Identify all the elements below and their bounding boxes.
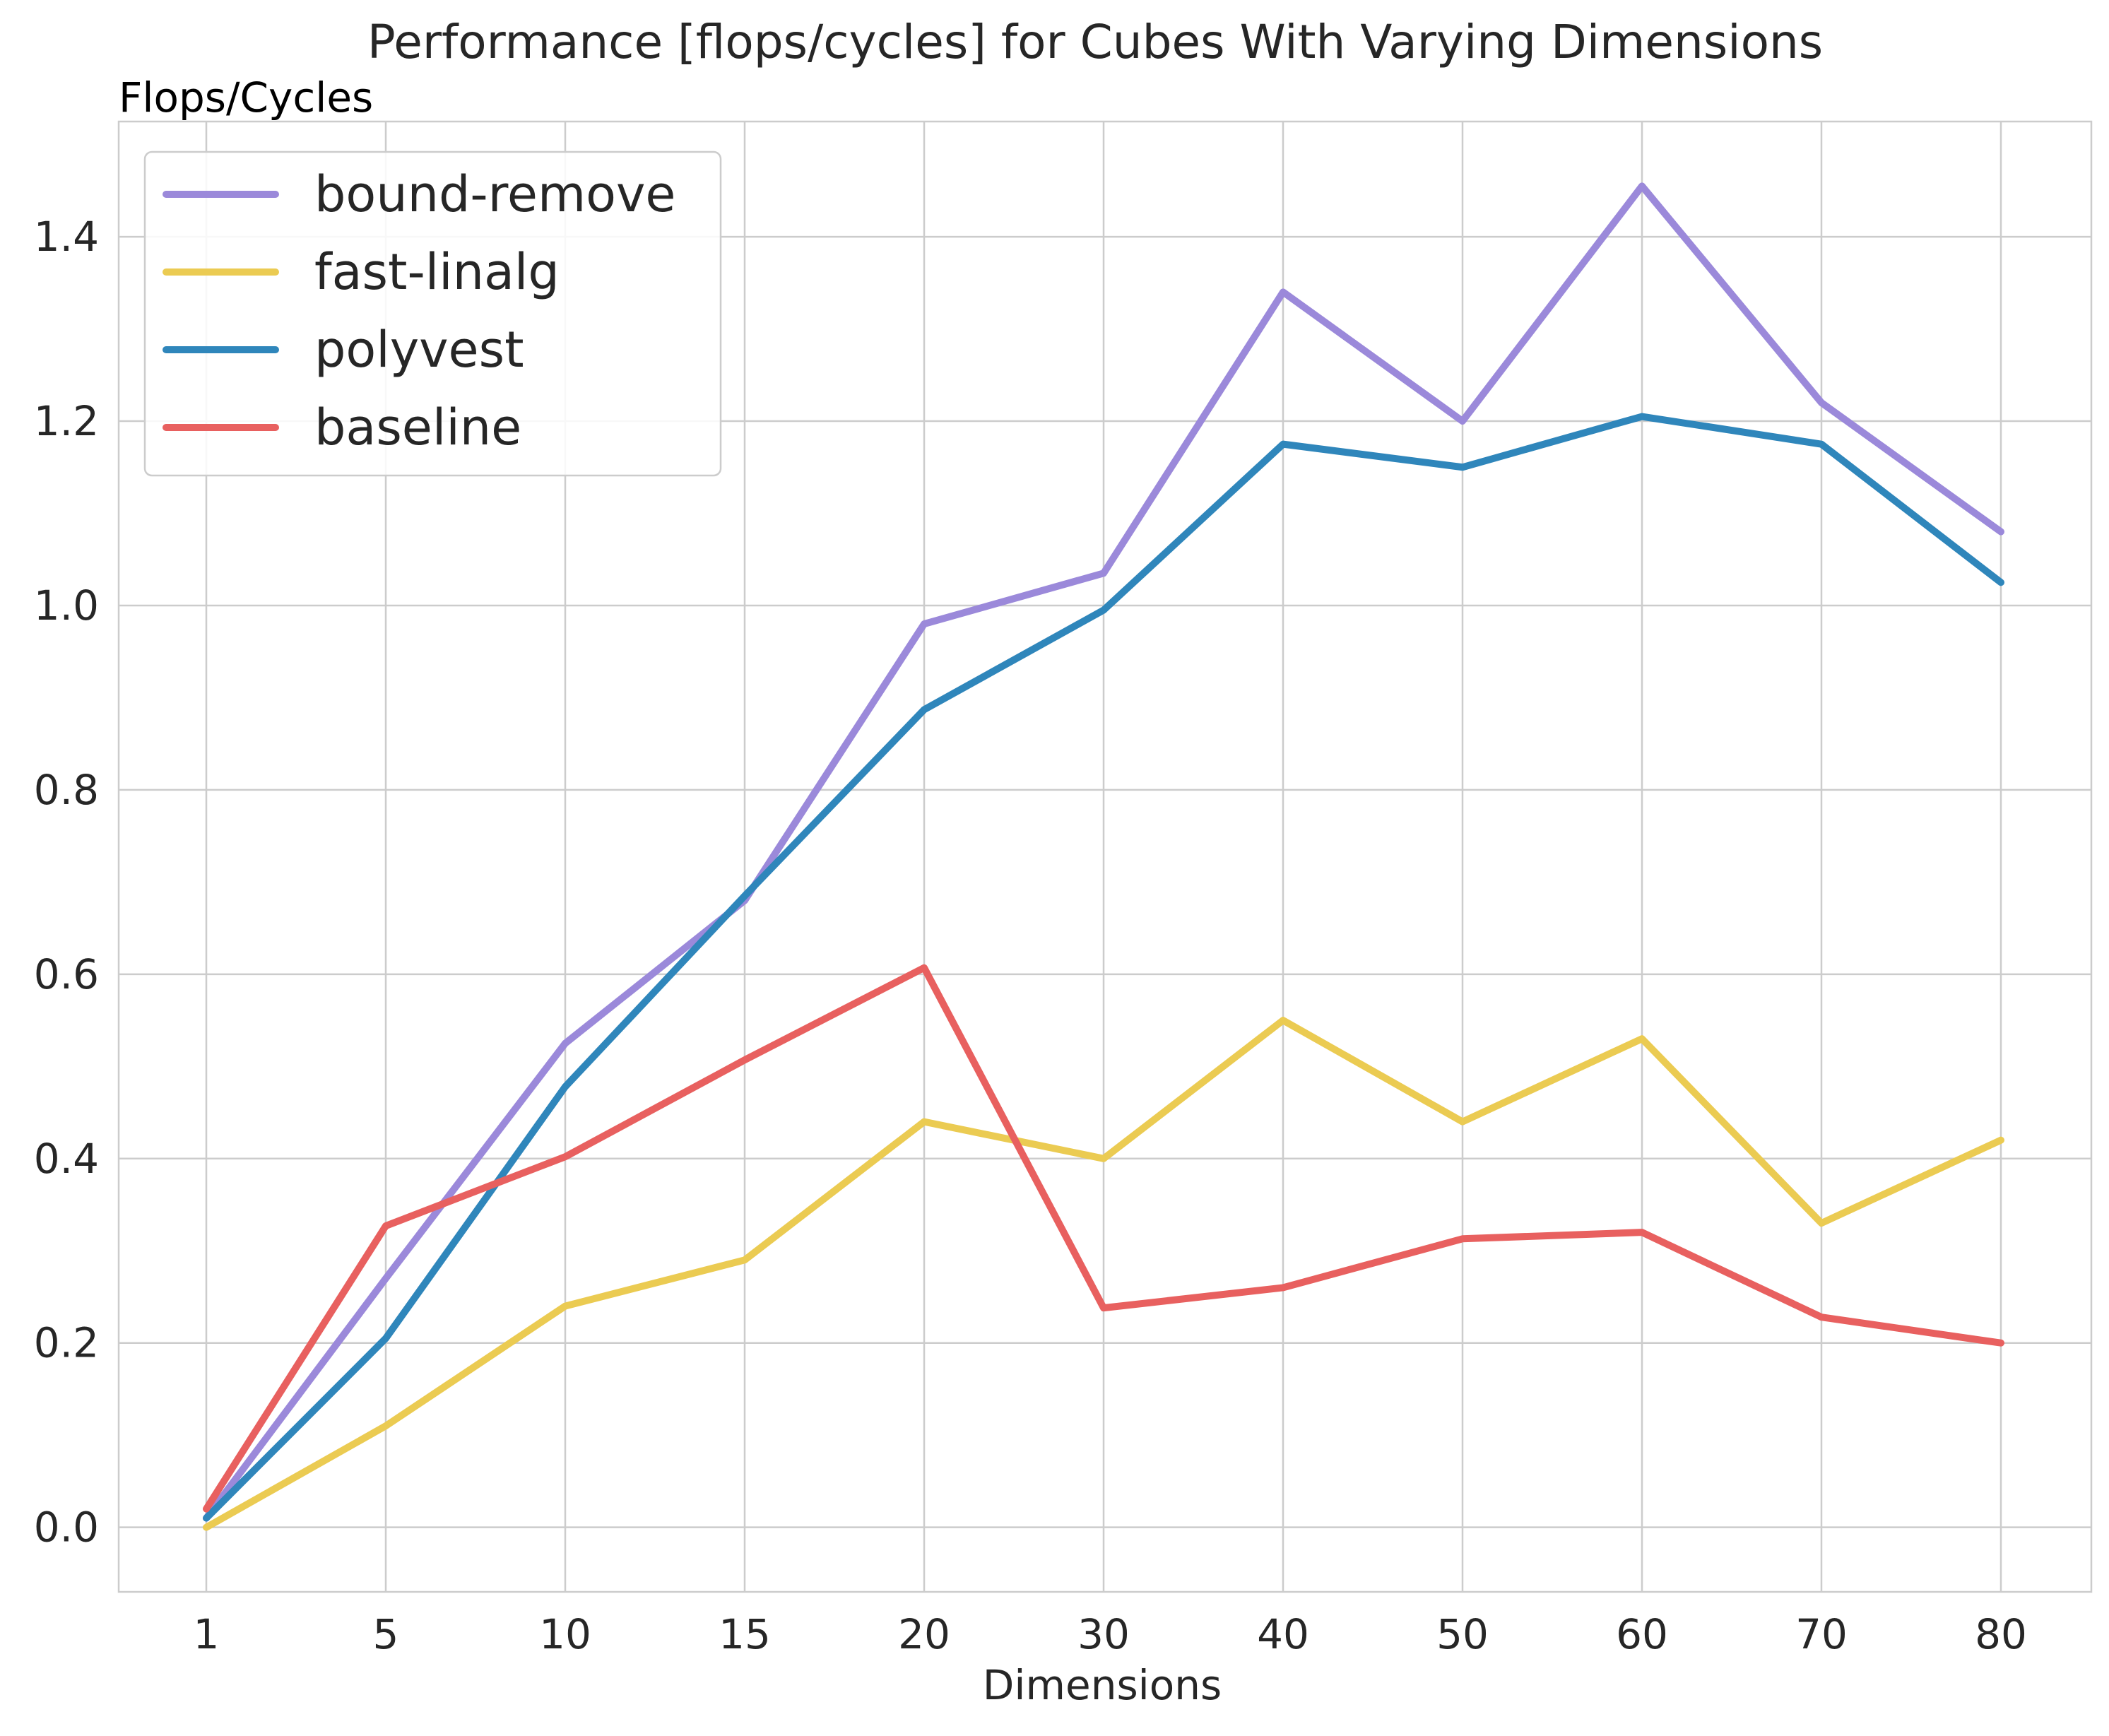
y-tick-label: 0.8 (34, 766, 99, 814)
y-tick-label: 0.0 (34, 1504, 99, 1552)
x-tick-label: 40 (1257, 1610, 1309, 1658)
legend-label: polyvest (314, 321, 524, 379)
y-tick-label: 1.0 (34, 581, 99, 630)
legend-label: fast-linalg (314, 243, 560, 301)
y-tick-label: 1.4 (34, 213, 99, 261)
chart-title: Performance [flops/cycles] for Cubes Wit… (367, 15, 1823, 69)
y-tick-labels: 0.0 0.2 0.4 0.6 0.8 1.0 1.2 1.4 (34, 213, 99, 1552)
y-axis-label: Flops/Cycles (119, 73, 373, 122)
x-tick-label: 60 (1616, 1610, 1668, 1658)
series-line-fast-linalg (203, 1017, 2004, 1531)
x-tick-label: 80 (1975, 1610, 2027, 1658)
y-tick-label: 1.2 (34, 397, 99, 445)
series-lines (203, 182, 2004, 1531)
y-tick-label: 0.6 (34, 950, 99, 998)
x-tick-label: 50 (1436, 1610, 1489, 1658)
x-tick-labels: 1 5 10 15 20 30 40 50 60 70 80 (194, 1610, 2027, 1658)
y-tick-label: 0.4 (34, 1135, 99, 1183)
series-line-bound-remove (203, 182, 2004, 1522)
plot-frame (117, 120, 2093, 1593)
x-tick-label: 70 (1795, 1610, 1848, 1658)
y-tick-label: 0.2 (34, 1319, 99, 1367)
x-tick-label: 20 (898, 1610, 950, 1658)
legend-box (143, 150, 722, 477)
x-tick-label: 1 (194, 1610, 220, 1658)
legend-label: baseline (314, 398, 521, 456)
x-tick-label: 5 (373, 1610, 399, 1658)
x-tick-label: 30 (1077, 1610, 1130, 1658)
legend: bound-remove fast-linalg polyvest baseline (143, 150, 722, 477)
x-axis-label: Dimensions (983, 1661, 1222, 1709)
x-tick-label: 10 (539, 1610, 591, 1658)
x-tick-label: 15 (719, 1610, 771, 1658)
series-line-baseline (203, 964, 2004, 1513)
series-line-polyvest (203, 413, 2004, 1522)
legend-label: bound-remove (314, 165, 676, 223)
